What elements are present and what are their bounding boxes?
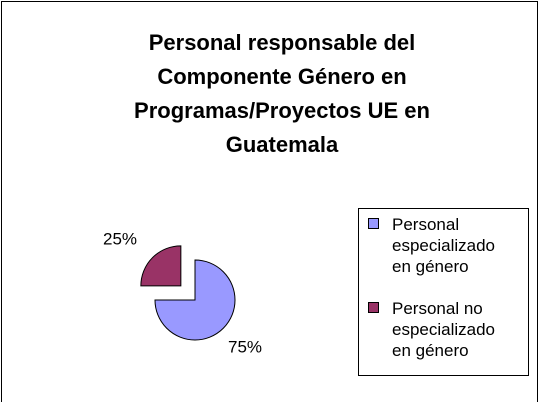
data-label: 25%: [103, 229, 137, 248]
data-label: 75%: [228, 337, 262, 356]
chart-title: Componente Género en: [157, 64, 406, 89]
legend-label: Personal especializado en género: [392, 215, 496, 276]
pie-slice: [140, 245, 182, 287]
legend-label: Personal no especializado en género: [392, 299, 496, 360]
legend-box: [358, 208, 529, 376]
legend-swatch: [368, 218, 379, 229]
chart-title: Personal responsable del: [149, 30, 416, 55]
chart-title: Programas/Proyectos UE en: [134, 98, 430, 123]
legend-swatch: [368, 302, 379, 313]
chart-title: Guatemala: [226, 132, 339, 157]
pie-slice: [154, 259, 236, 341]
